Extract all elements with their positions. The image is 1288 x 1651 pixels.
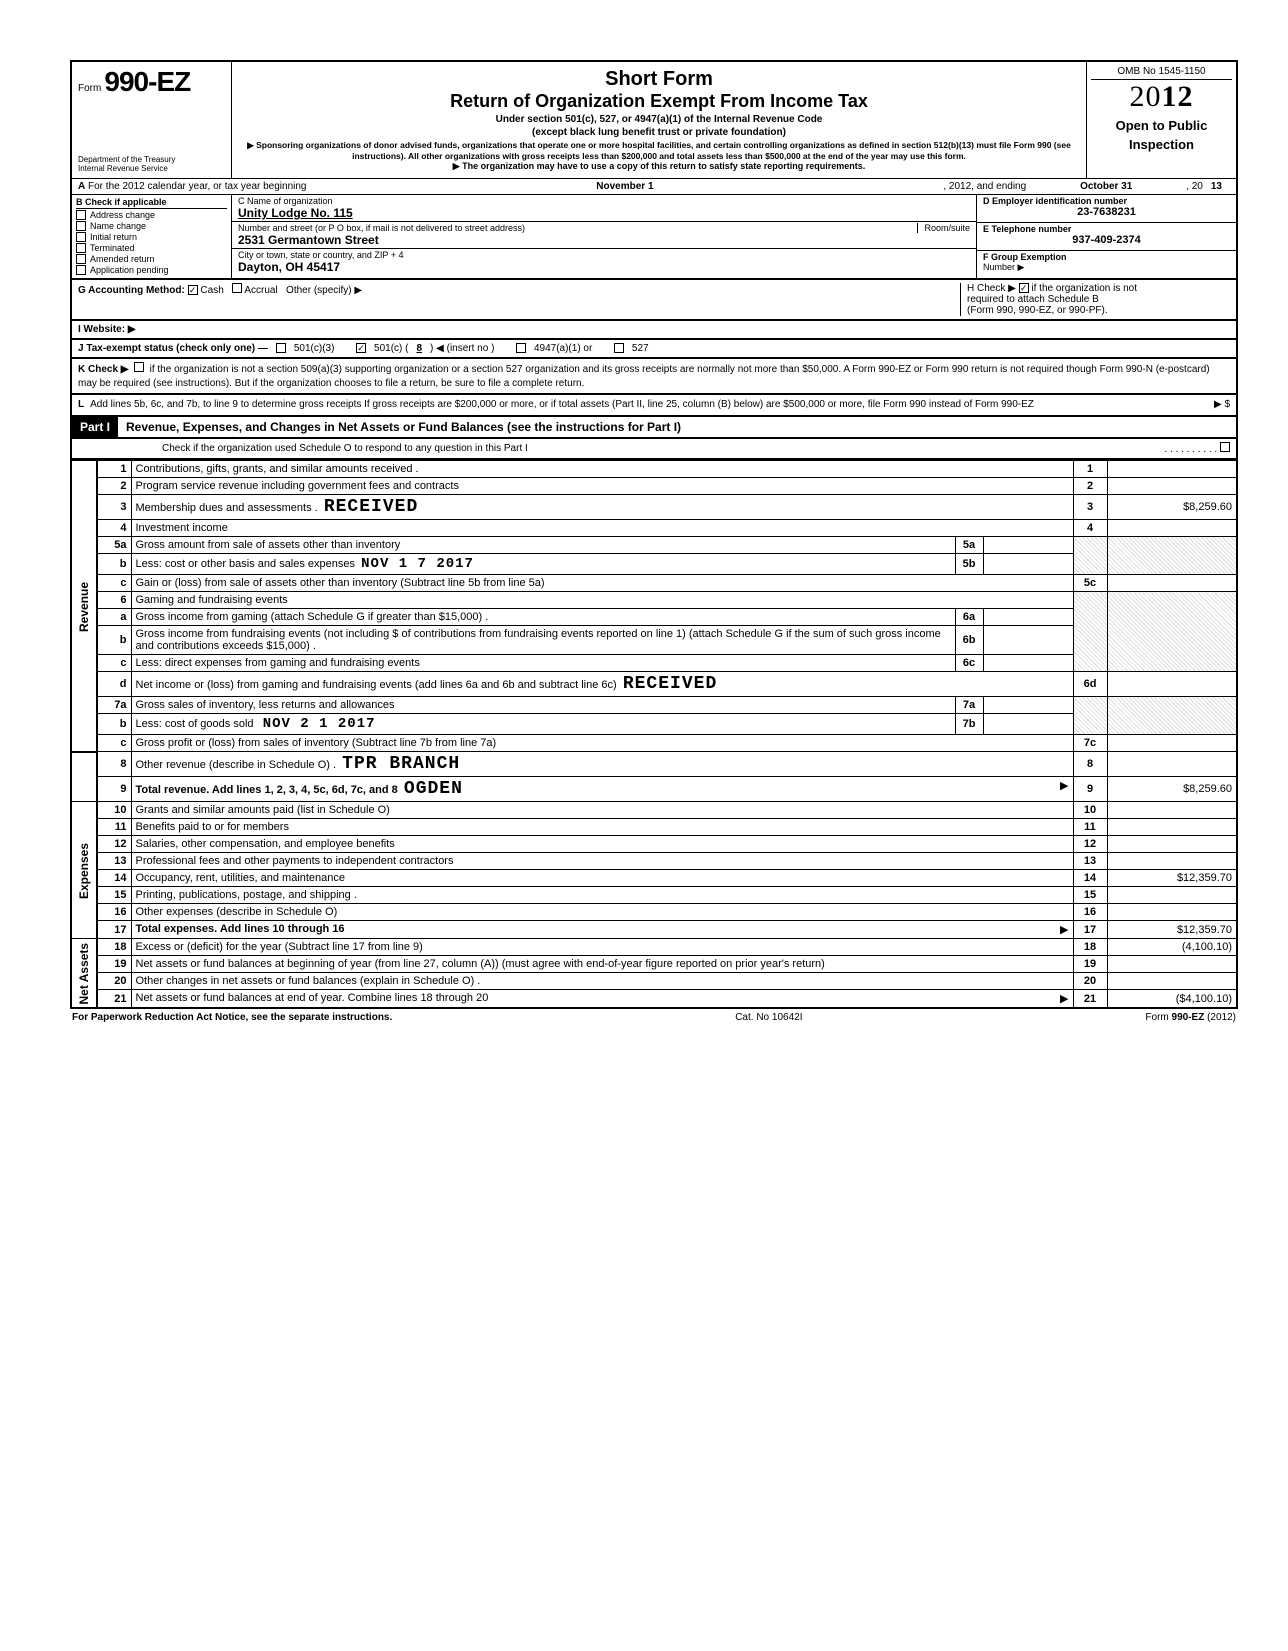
stamp-tpr: TPR BRANCH — [342, 754, 460, 774]
org-name: Unity Lodge No. 115 — [238, 206, 970, 220]
sponsor-note: ▶ Sponsoring organizations of donor advi… — [242, 140, 1076, 161]
a-end-month: October 31 — [1026, 181, 1186, 192]
ein: 23-7638231 — [983, 206, 1230, 218]
col-b: B Check if applicable Address change Nam… — [72, 195, 232, 278]
part1-title: Revenue, Expenses, and Changes in Net As… — [118, 420, 681, 434]
open-public-1: Open to Public — [1091, 118, 1232, 133]
row-l: L Add lines 5b, 6c, and 7b, to line 9 to… — [70, 395, 1238, 417]
checkbox-initial[interactable] — [76, 232, 86, 242]
part1-badge: Part I — [72, 417, 118, 437]
subtitle1: Under section 501(c), 527, or 4947(a)(1)… — [242, 114, 1076, 125]
j-label: J Tax-exempt status (check only one) — — [78, 343, 268, 354]
header-center: Short Form Return of Organization Exempt… — [232, 62, 1086, 178]
k-text: if the organization is not a section 509… — [78, 364, 1210, 389]
row-j: J Tax-exempt status (check only one) — 5… — [70, 340, 1238, 359]
checkbox-name[interactable] — [76, 221, 86, 231]
section-a: A For the 2012 calendar year, or tax yea… — [70, 178, 1238, 194]
col-c: C Name of organization Unity Lodge No. 1… — [232, 195, 976, 278]
amt-9: $8,259.60 — [1107, 777, 1237, 802]
stamp-received-2: RECEIVED — [623, 674, 717, 694]
d-label: D Employer identification number — [983, 196, 1230, 206]
checkbox-accrual[interactable] — [232, 283, 242, 293]
header-left: Form 990-EZ Department of the Treasury I… — [72, 62, 232, 178]
stamp-date-2: NOV 2 1 2017 — [263, 716, 376, 732]
dept-irs: Internal Revenue Service — [78, 165, 225, 174]
c-label: C Name of organization — [238, 196, 970, 206]
tax-year: 2012 — [1091, 80, 1232, 114]
amt-21: ($4,100.10) — [1107, 990, 1237, 1009]
sidelabel-revenue: Revenue — [71, 461, 97, 752]
open-public-2: Inspection — [1091, 137, 1232, 152]
checkbox-amended[interactable] — [76, 254, 86, 264]
a-text: For the 2012 calendar year, or tax year … — [88, 181, 306, 192]
checkbox-terminated[interactable] — [76, 243, 86, 253]
checkbox-part1[interactable] — [1220, 442, 1230, 452]
form-header: Form 990-EZ Department of the Treasury I… — [70, 60, 1238, 178]
part1-checkline: Check if the organization used Schedule … — [70, 439, 1238, 461]
amt-3: $8,259.60 — [1107, 495, 1237, 520]
subtitle2: (except black lung benefit trust or priv… — [242, 127, 1076, 138]
footer: For Paperwork Reduction Act Notice, see … — [70, 1009, 1238, 1026]
street-label: Number and street (or P O box, if mail i… — [238, 223, 917, 233]
checkbox-501c[interactable]: ✓ — [356, 343, 366, 353]
room-label: Room/suite — [917, 223, 970, 233]
a-mid: , 2012, and ending — [943, 181, 1026, 192]
checkbox-k[interactable] — [134, 362, 144, 372]
part1-header-row: Part I Revenue, Expenses, and Changes in… — [70, 417, 1238, 439]
l-text: Add lines 5b, 6c, and 7b, to line 9 to d… — [90, 398, 1214, 412]
lines-table: Revenue 1 Contributions, gifts, grants, … — [70, 460, 1238, 1009]
checkbox-4947[interactable] — [516, 343, 526, 353]
f-label2: Number ▶ — [983, 262, 1024, 272]
form-number: 990-EZ — [104, 66, 190, 97]
header-right: OMB No 1545-1150 2012 Open to Public Ins… — [1086, 62, 1236, 178]
stamp-date-1: NOV 1 7 2017 — [361, 556, 474, 572]
title-short: Short Form — [242, 68, 1076, 91]
city-label: City or town, state or country, and ZIP … — [238, 250, 970, 260]
city: Dayton, OH 45417 — [238, 260, 970, 274]
f-label: F Group Exemption — [983, 252, 1067, 262]
e-label: E Telephone number — [983, 224, 1230, 234]
sidelabel-netassets: Net Assets — [71, 939, 97, 1009]
label-a: A — [78, 181, 85, 192]
footer-right: Form 990-EZ (2012) — [1145, 1012, 1236, 1023]
i-label: I Website: ▶ — [78, 324, 136, 335]
g-label: G Accounting Method: — [78, 285, 185, 296]
row-k: K Check ▶ if the organization is not a s… — [70, 359, 1238, 395]
l-arrow: ▶ $ — [1214, 398, 1230, 412]
footer-left: For Paperwork Reduction Act Notice, see … — [72, 1012, 392, 1023]
b-header: B Check if applicable — [76, 197, 227, 209]
sidelabel-expenses: Expenses — [71, 802, 97, 939]
stamp-ogden: OGDEN — [404, 779, 463, 799]
footer-mid: Cat. No 10642I — [735, 1012, 802, 1023]
k-label: K Check ▶ — [78, 364, 128, 375]
col-de: D Employer identification number 23-7638… — [976, 195, 1236, 278]
checkbox-cash[interactable]: ✓ — [188, 285, 198, 295]
amt-14: $12,359.70 — [1107, 870, 1237, 887]
l-label: L — [78, 398, 84, 412]
row-g: G Accounting Method: ✓ Cash Accrual Othe… — [70, 280, 1238, 321]
row-i: I Website: ▶ — [70, 321, 1238, 340]
checkbox-527[interactable] — [614, 343, 624, 353]
title-main: Return of Organization Exempt From Incom… — [242, 91, 1076, 112]
checkbox-pending[interactable] — [76, 265, 86, 275]
checkbox-address[interactable] — [76, 210, 86, 220]
a-end-year: 13 — [1203, 181, 1230, 192]
omb-number: OMB No 1545-1150 — [1091, 66, 1232, 80]
amt-18: (4,100.10) — [1107, 939, 1237, 956]
stamp-received-1: RECEIVED — [324, 497, 418, 517]
checkbox-501c3[interactable] — [276, 343, 286, 353]
street: 2531 Germantown Street — [238, 233, 970, 247]
state-note: ▶ The organization may have to use a cop… — [242, 161, 1076, 172]
a-end-label: , 20 — [1186, 181, 1203, 192]
amt-17: $12,359.70 — [1107, 921, 1237, 939]
form-label: Form — [78, 83, 101, 94]
checkbox-h[interactable]: ✓ — [1019, 283, 1029, 293]
entity-block: B Check if applicable Address change Nam… — [70, 194, 1238, 280]
j-num: 8 — [416, 343, 422, 354]
phone: 937-409-2374 — [983, 234, 1230, 246]
a-begin: November 1 — [307, 181, 944, 192]
